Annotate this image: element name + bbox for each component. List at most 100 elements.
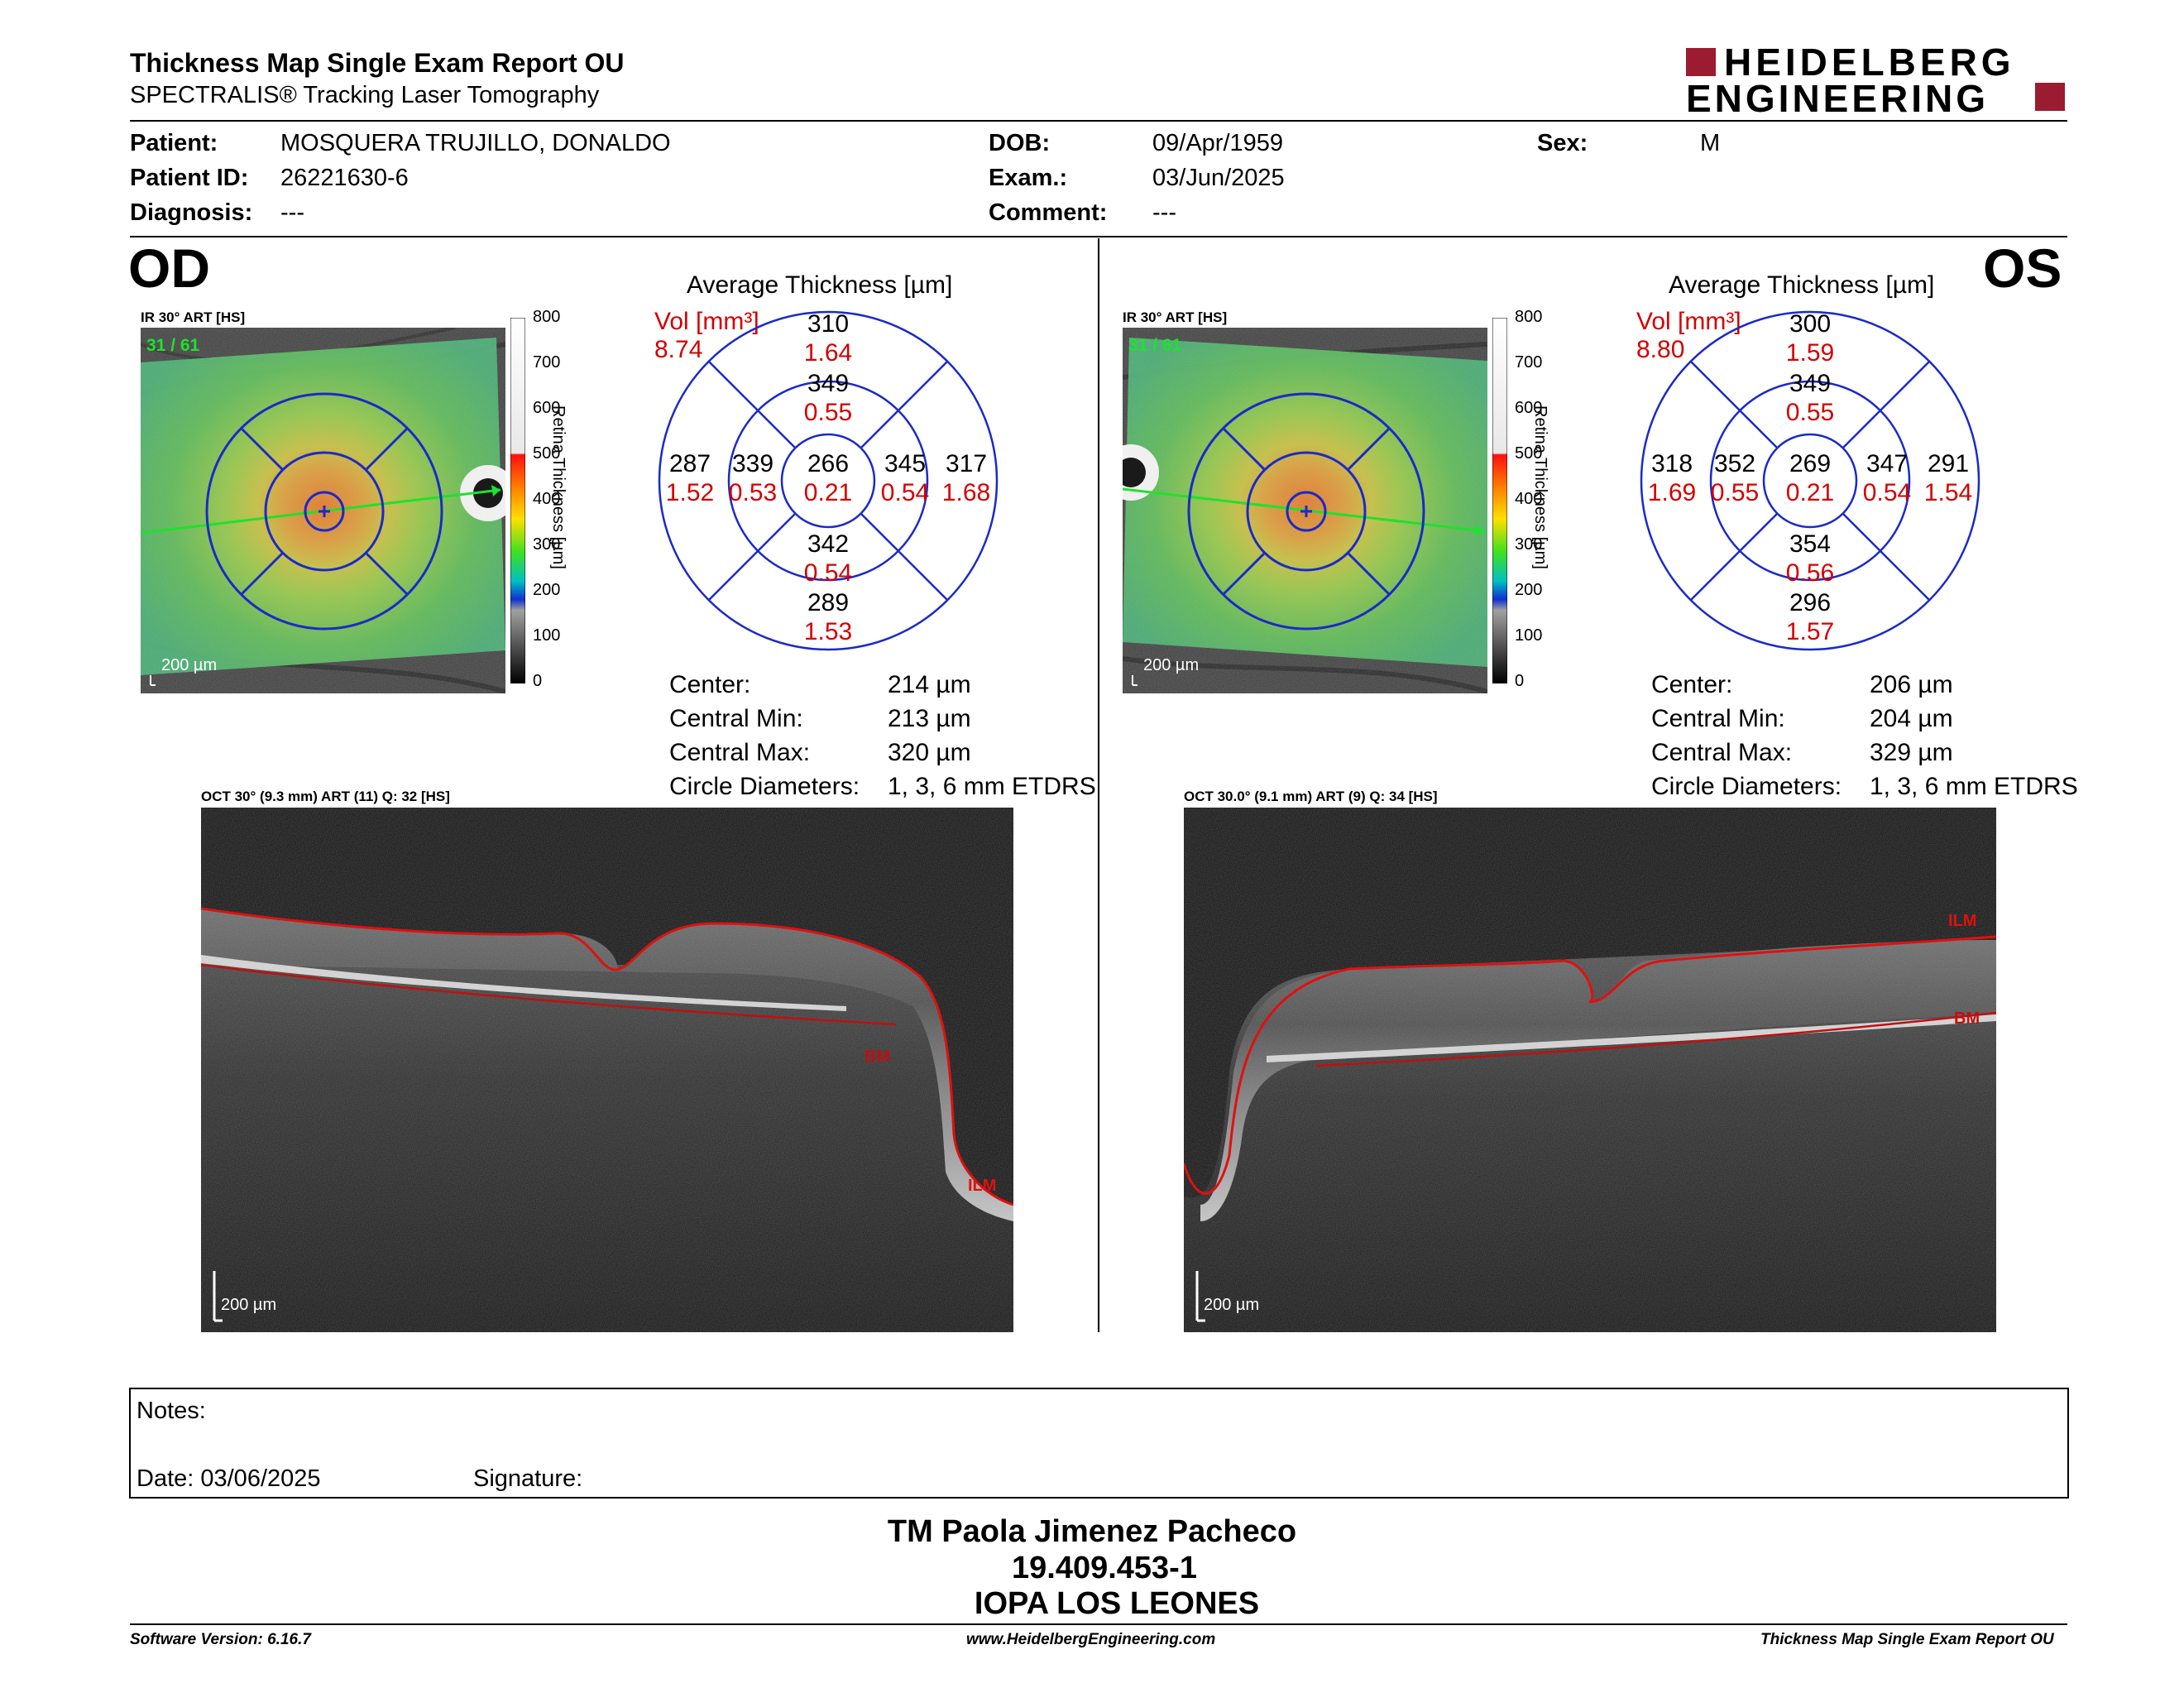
signature-label: Signature:	[473, 1465, 583, 1492]
header-divider	[130, 120, 2067, 122]
od-colorbar-ticks: 800 700 600 500 400 300 200 100 0	[526, 308, 568, 693]
os-inner-sup-thickness: 349	[1789, 370, 1832, 397]
os-inner-right-thickness: 347	[1866, 450, 1909, 477]
diagnosis-value: ---	[280, 199, 304, 226]
od-ilm-label: ILM	[968, 1177, 997, 1195]
od-eye-label: OD	[128, 237, 210, 299]
os-center-value: 206 µm	[1870, 671, 1953, 698]
od-central-min-label: Central Min:	[669, 705, 803, 732]
od-tick-300: 300	[533, 535, 561, 554]
os-inner-right-volume: 0.54	[1862, 479, 1912, 506]
notes-label: Notes:	[136, 1398, 206, 1424]
od-etdrs-grid: 310 1.64 349 0.55 266 0.21 339 0.53 345 …	[658, 310, 999, 651]
os-center-label: Center:	[1651, 671, 1733, 698]
os-tick-300: 300	[1515, 535, 1543, 554]
logo-square-top	[1686, 48, 1716, 76]
od-tick-700: 700	[533, 353, 561, 372]
od-vol-total: 8.74	[654, 336, 703, 363]
os-bm-label: BM	[1954, 1009, 1980, 1028]
os-tick-200: 200	[1515, 581, 1543, 599]
od-inner-right-volume: 0.54	[880, 479, 930, 506]
software-version: Software Version: 6.16.7	[130, 1631, 311, 1648]
logo-square-bottom	[2035, 83, 2065, 111]
od-fundus-thickness-map: 31 / 61 200 µm	[141, 328, 505, 693]
os-inner-sup-volume: 0.55	[1785, 399, 1835, 426]
exam-label: Exam.:	[989, 165, 1068, 191]
od-tick-0: 0	[533, 672, 543, 690]
os-outer-inf-volume: 1.57	[1785, 618, 1835, 645]
od-center-label: Center:	[669, 671, 751, 698]
od-inner-sup-volume: 0.55	[803, 399, 853, 426]
od-inner-right-thickness: 345	[884, 450, 927, 477]
os-central-max-label: Central Max:	[1651, 739, 1793, 766]
od-inner-inf-volume: 0.54	[803, 559, 853, 587]
sex-label: Sex:	[1537, 130, 1588, 156]
od-avg-title: Average Thickness [µm]	[687, 271, 953, 299]
os-vol-total: 8.80	[1636, 336, 1685, 363]
od-fundus-scale: 200 µm	[161, 656, 218, 674]
od-outer-left-volume: 1.52	[665, 479, 715, 506]
os-colorbar-ticks: 800 700 600 500 400 300 200 100 0	[1508, 308, 1549, 693]
notes-date: Date: 03/06/2025	[136, 1465, 321, 1492]
dob-value: 09/Apr/1959	[1152, 130, 1284, 156]
od-frame-counter: 31 / 61	[146, 336, 200, 355]
os-central-min-label: Central Min:	[1651, 705, 1785, 732]
os-oct-bscan: ILM BM 200 µm	[1184, 808, 1996, 1332]
od-outer-inf-thickness: 289	[807, 589, 850, 616]
od-tick-200: 200	[533, 581, 561, 599]
od-outer-right-thickness: 317	[945, 450, 988, 477]
eye-divider	[1098, 238, 1099, 1332]
os-inner-left-thickness: 352	[1713, 450, 1756, 477]
od-inner-inf-thickness: 342	[807, 530, 850, 558]
od-tick-600: 600	[533, 399, 561, 417]
os-central-min-value: 204 µm	[1870, 705, 1953, 732]
footer-divider	[130, 1623, 2067, 1625]
od-oct-scale: 200 µm	[221, 1296, 277, 1314]
patient-label: Patient:	[130, 130, 218, 156]
os-inner-inf-thickness: 354	[1789, 530, 1832, 558]
od-colorbar	[510, 317, 526, 684]
os-center-thickness: 269	[1789, 450, 1832, 477]
od-circle-diameters-value: 1, 3, 6 mm ETDRS	[888, 773, 1096, 800]
logo-text-line2: ENGINEERING	[1686, 77, 1990, 120]
od-outer-left-thickness: 287	[668, 450, 711, 477]
os-colorbar-axis-label: Retina Thickness [µm]	[1531, 405, 1549, 569]
website: www.HeidelbergEngineering.com	[966, 1631, 1216, 1648]
os-ilm-label: ILM	[1948, 912, 1977, 930]
od-oct-bscan: ILM BM 200 µm	[201, 808, 1013, 1332]
notes-box: Notes: Date: 03/06/2025 Signature:	[129, 1388, 2069, 1499]
patient-name: MOSQUERA TRUJILLO, DONALDO	[280, 130, 671, 156]
od-colorbar-axis-label: Retina Thickness [µm]	[549, 405, 568, 569]
od-ir-label: IR 30° ART [HS]	[141, 309, 246, 325]
od-central-min-value: 213 µm	[888, 705, 971, 732]
os-tick-0: 0	[1515, 672, 1525, 690]
os-fundus-thickness-map: 31 / 61 200 µm	[1123, 328, 1487, 693]
os-center-volume: 0.21	[1785, 479, 1835, 506]
od-tick-500: 500	[533, 444, 561, 463]
os-inner-inf-volume: 0.56	[1785, 559, 1835, 587]
dob-label: DOB:	[989, 130, 1051, 156]
os-outer-sup-volume: 1.59	[1785, 339, 1835, 367]
os-oct-label: OCT 30.0° (9.1 mm) ART (9) Q: 34 [HS]	[1184, 789, 1438, 804]
signer-name: TM Paola Jimenez Pacheco	[887, 1514, 1297, 1549]
os-circle-diameters-label: Circle Diameters:	[1651, 773, 1842, 800]
od-circle-diameters-label: Circle Diameters:	[669, 773, 860, 800]
os-eye-label: OS	[1983, 237, 2062, 299]
od-center-value: 214 µm	[888, 671, 971, 698]
logo-text-line1: HEIDELBERG	[1724, 41, 2015, 84]
od-tick-800: 800	[533, 308, 561, 326]
os-colorbar	[1492, 317, 1508, 684]
os-frame-counter: 31 / 61	[1128, 336, 1182, 355]
footer-report-title: Thickness Map Single Exam Report OU	[1760, 1631, 2054, 1648]
os-tick-700: 700	[1515, 353, 1543, 372]
os-avg-title: Average Thickness [µm]	[1669, 271, 1935, 299]
report-title: Thickness Map Single Exam Report OU	[130, 48, 625, 78]
os-outer-right-thickness: 291	[1927, 450, 1970, 477]
os-etdrs-grid: 300 1.59 349 0.55 269 0.21 352 0.55 347 …	[1640, 310, 1980, 651]
comment-label: Comment:	[989, 199, 1108, 226]
patient-id-label: Patient ID:	[130, 165, 249, 191]
os-tick-800: 800	[1515, 308, 1543, 326]
od-outer-sup-thickness: 310	[807, 310, 850, 338]
od-vol-label: Vol [mm³]	[654, 308, 759, 335]
os-ir-label: IR 30° ART [HS]	[1123, 309, 1228, 325]
